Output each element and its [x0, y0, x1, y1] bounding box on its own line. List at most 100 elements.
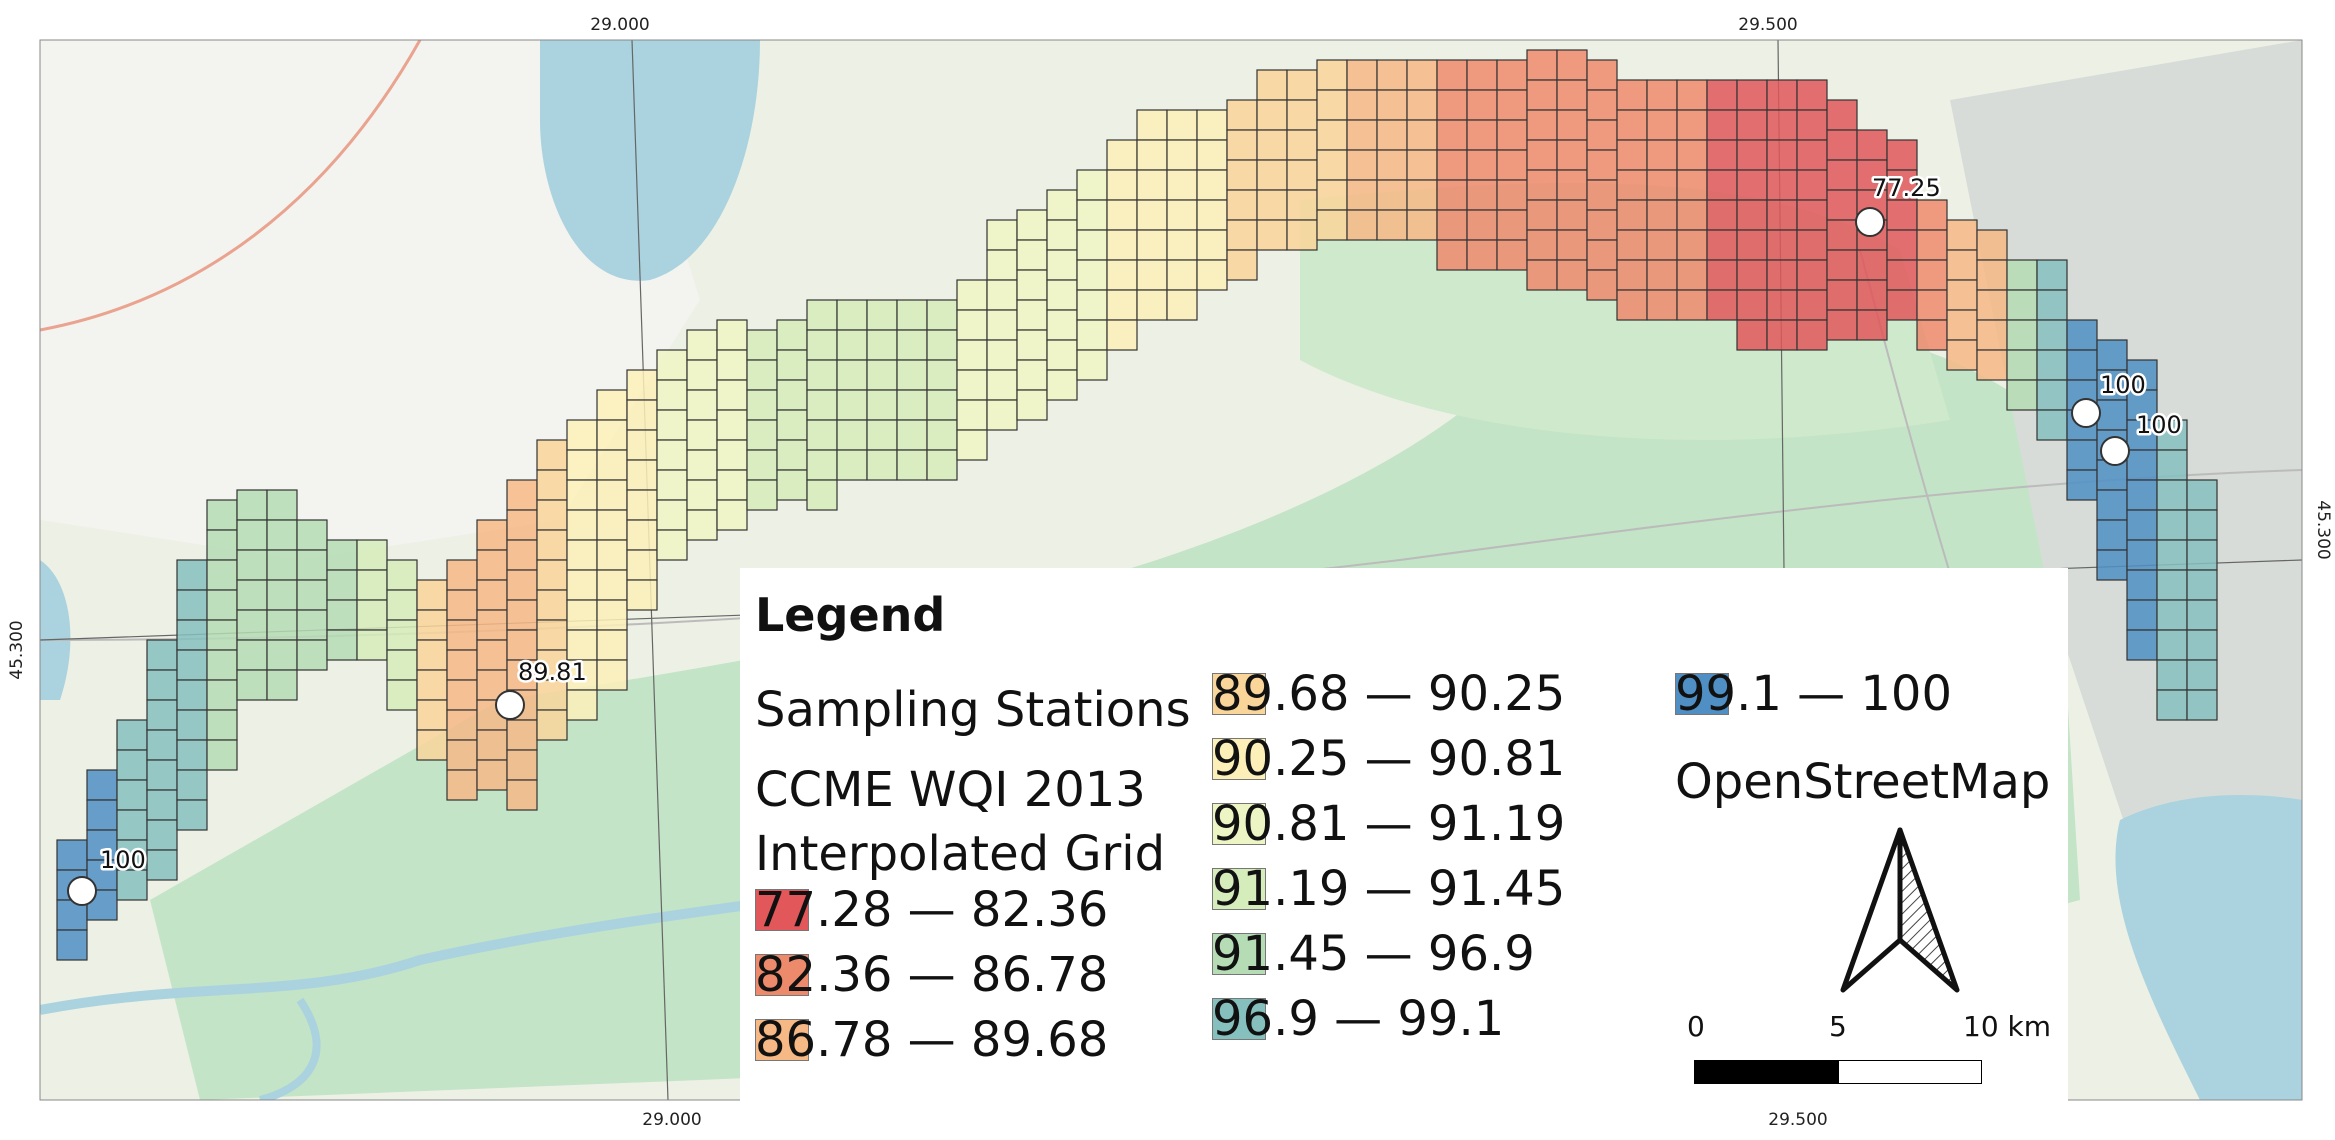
grid-cell: [1586, 269, 1618, 301]
bottom-tick-2: 29.500: [1768, 1110, 1827, 1130]
grid-cell: [326, 599, 358, 631]
grid-cell: [2036, 259, 2068, 291]
grid-cell: [146, 789, 178, 821]
grid-cell: [1106, 139, 1138, 171]
legend-class-label: 90.81 — 91.19: [1212, 796, 1566, 852]
grid-cell: [176, 559, 208, 591]
grid-cell: [146, 819, 178, 851]
grid-cell: [1466, 119, 1498, 151]
grid-cell: [836, 359, 868, 391]
grid-cell: [1646, 259, 1678, 291]
grid-cell: [1346, 179, 1378, 211]
grid-cell: [1286, 189, 1318, 221]
grid-cell: [2066, 439, 2098, 471]
grid-cell: [506, 479, 538, 511]
grid-cell: [1016, 389, 1048, 421]
legend-class-item: 90.81 — 91.19: [1212, 796, 1565, 852]
interpolated-grid: [56, 49, 2218, 961]
grid-cell: [566, 509, 598, 541]
grid-cell: [116, 719, 148, 751]
grid-cell: [416, 699, 448, 731]
grid-cell: [1436, 119, 1468, 151]
grid-cell: [1106, 229, 1138, 261]
grid-cell: [506, 659, 538, 691]
grid-cell: [1796, 79, 1828, 111]
station-marker[interactable]: 100: [2100, 409, 2184, 466]
grid-cell: [2186, 689, 2218, 721]
grid-cell: [1556, 109, 1588, 141]
legend-class-item: 90.25 — 90.81: [1212, 731, 1565, 787]
grid-cell: [1706, 259, 1738, 291]
grid-cell: [2096, 489, 2128, 521]
grid-cell: [1916, 229, 1948, 261]
grid-cell: [2066, 319, 2098, 351]
grid-cell: [206, 739, 238, 771]
grid-cell: [626, 429, 658, 461]
grid-cell: [2096, 339, 2128, 371]
grid-cell: [626, 399, 658, 431]
grid-cell: [1226, 99, 1258, 131]
grid-cell: [1286, 69, 1318, 101]
grid-cell: [1946, 309, 1978, 341]
grid-cell: [1616, 289, 1648, 321]
grid-cell: [776, 409, 808, 441]
grid-cell: [1706, 109, 1738, 141]
grid-cell: [1436, 239, 1468, 271]
grid-cell: [1736, 169, 1768, 201]
grid-cell: [836, 449, 868, 481]
grid-cell: [206, 679, 238, 711]
grid-cell: [1496, 209, 1528, 241]
grid-cell: [866, 389, 898, 421]
grid-cell: [896, 419, 928, 451]
grid-cell: [1346, 59, 1378, 91]
grid-cell: [386, 559, 418, 591]
grid-cell: [1616, 79, 1648, 111]
grid-cell: [1706, 169, 1738, 201]
grid-cell: [1166, 199, 1198, 231]
grid-cell: [1346, 89, 1378, 121]
grid-cell: [2156, 689, 2188, 721]
grid-cell: [1496, 239, 1528, 271]
grid-cell: [656, 469, 688, 501]
grid-cell: [596, 569, 628, 601]
grid-cell: [446, 709, 478, 741]
grid-cell: [416, 609, 448, 641]
grid-cell: [1016, 239, 1048, 271]
grid-cell: [1676, 289, 1708, 321]
grid-cell: [1616, 169, 1648, 201]
grid-cell: [1826, 249, 1858, 281]
station-marker[interactable]: 100: [2071, 369, 2148, 428]
grid-cell: [476, 609, 508, 641]
grid-cell: [56, 929, 88, 961]
station-label: 89.81: [518, 658, 587, 686]
grid-cell: [266, 639, 298, 671]
grid-cell: [1886, 289, 1918, 321]
grid-cell: [116, 839, 148, 871]
grid-cell: [986, 249, 1018, 281]
grid-cell: [566, 449, 598, 481]
grid-cell: [176, 769, 208, 801]
grid-cell: [206, 619, 238, 651]
grid-cell: [1286, 99, 1318, 131]
grid-cell: [1046, 369, 1078, 401]
grid-cell: [1766, 199, 1798, 231]
legend-class-label: 99.1 — 100: [1675, 666, 1953, 722]
station-marker[interactable]: 89.81: [495, 656, 589, 720]
grid-cell: [2126, 389, 2158, 421]
grid-cell: [1166, 109, 1198, 141]
grid-cell: [1076, 259, 1108, 291]
grid-cell: [986, 369, 1018, 401]
grid-cell: [1436, 89, 1468, 121]
grid-cell: [926, 329, 958, 361]
grid-cell: [1946, 249, 1978, 281]
grid-cell: [1406, 89, 1438, 121]
station-marker[interactable]: 77.25: [1855, 172, 1943, 237]
grid-cell: [266, 609, 298, 641]
grid-cell: [2126, 449, 2158, 481]
grid-cell: [2126, 539, 2158, 571]
grid-cell: [716, 499, 748, 531]
grid-cell: [2126, 569, 2158, 601]
right-tick: 45.300: [2313, 500, 2333, 559]
grid-cell: [1496, 149, 1528, 181]
station-marker[interactable]: 100: [67, 844, 148, 906]
